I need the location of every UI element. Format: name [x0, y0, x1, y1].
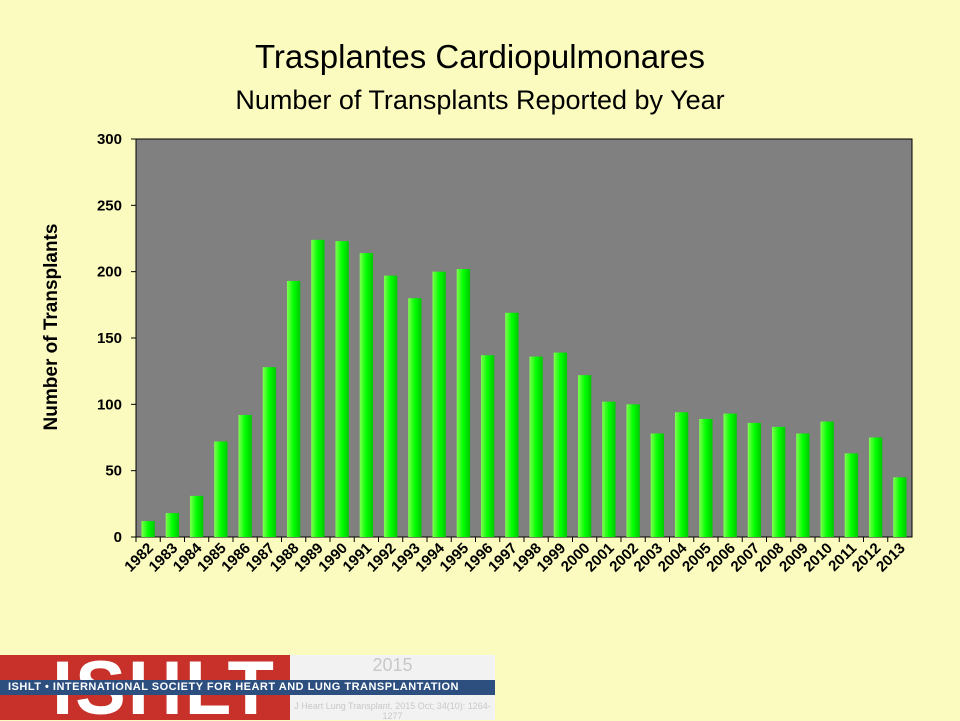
bar-1992: [383, 275, 398, 537]
bar-2013: [893, 477, 907, 537]
bar-1993: [408, 298, 422, 537]
bar-1999: [553, 352, 568, 537]
bar-2005: [699, 418, 713, 537]
bar-1991: [359, 253, 374, 538]
y-tick-label: 300: [97, 131, 122, 148]
bar-1995: [456, 269, 471, 537]
y-axis-label: Number of Transplants: [41, 224, 62, 431]
bar-2012: [868, 437, 883, 537]
bar-1984: [189, 495, 204, 537]
bar-1988: [286, 280, 301, 537]
y-tick-label: 100: [97, 396, 122, 413]
bar-2003: [650, 433, 665, 537]
bar-2002: [626, 404, 640, 537]
bar-1982: [141, 521, 155, 537]
footer-logo: ISHLT 2015 J Heart Lung Transplant. 2015…: [0, 655, 495, 721]
bar-2010: [820, 421, 834, 537]
bar-1997: [505, 312, 519, 537]
bar-2001: [602, 401, 616, 537]
logo-right-panel: 2015 J Heart Lung Transplant. 2015 Oct; …: [290, 655, 495, 721]
y-tick-label: 200: [97, 264, 122, 281]
bar-2009: [796, 433, 810, 537]
bar-1986: [238, 414, 252, 537]
bar-1998: [529, 356, 543, 537]
logo-subtext: J Heart Lung Transplant. 2015 Oct; 34(10…: [294, 701, 491, 721]
plot-area: [135, 138, 913, 538]
bar-2008: [771, 426, 786, 537]
bar-2006: [723, 413, 737, 537]
chart-title: Trasplantes Cardiopulmonares: [255, 38, 705, 75]
bar-1994: [432, 271, 446, 537]
bar-2000: [577, 375, 592, 537]
bar-2007: [747, 422, 762, 537]
y-tick-label: 250: [97, 197, 122, 214]
bar-2004: [674, 412, 689, 537]
logo-tagline: ISHLT • INTERNATIONAL SOCIETY FOR HEART …: [0, 680, 495, 695]
bar-1985: [214, 441, 228, 537]
bar-1996: [480, 355, 495, 537]
bar-1989: [311, 239, 325, 537]
y-tick-label: 0: [114, 529, 122, 546]
bar-1987: [262, 367, 277, 537]
bar-1990: [335, 241, 349, 538]
y-tick-label: 50: [105, 463, 122, 480]
bar-2011: [844, 453, 859, 537]
x-tick-label: 2013: [873, 540, 909, 576]
bar-1983: [165, 513, 180, 537]
y-tick-label: 150: [97, 330, 122, 347]
logo-year: 2015: [372, 655, 413, 675]
chart-subtitle: Number of Transplants Reported by Year: [235, 85, 725, 115]
